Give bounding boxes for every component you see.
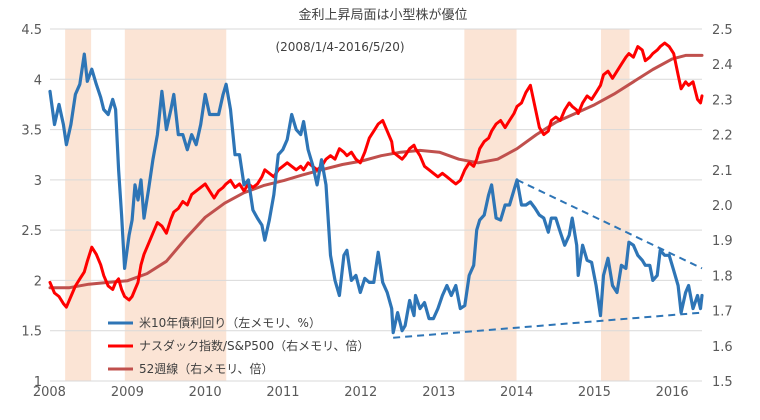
x-tick-label: 2009 (111, 385, 144, 400)
x-tick-label: 2013 (422, 385, 455, 400)
right-tick-label: 2.2 (712, 129, 733, 144)
shaded-period (600, 29, 630, 381)
legend-ratio-label: ナスダック指数/S&P500（右メモリ、倍） (139, 338, 369, 353)
right-axis: 1.5 1.6 1.7 1.8 1.9 2.0 2.1 2.2 2.3 2.4 2.5 (712, 23, 733, 390)
x-tick-label: 2011 (266, 385, 299, 400)
legend-ma52-label: 52週線（右メモリ、倍） (139, 361, 274, 376)
right-tick-label: 1.8 (712, 269, 733, 284)
x-tick-label: 2015 (578, 385, 611, 400)
left-axis: 1 1.5 2 2.5 3 3.5 4 4.5 (21, 23, 42, 390)
trendlines (393, 178, 703, 339)
legend: 米10年債利回り（左メモリ、%） ナスダック指数/S&P500（右メモリ、倍） 52… (108, 315, 369, 376)
x-tick-label: 2008 (33, 385, 66, 400)
x-tick-label: 2016 (656, 385, 689, 400)
left-tick-label: 2 (34, 274, 42, 289)
ratio-series-line (48, 41, 704, 309)
x-tick-label: 2012 (344, 385, 377, 400)
right-tick-label: 1.6 (712, 340, 733, 355)
yield-series-line (48, 52, 704, 335)
trendline (516, 178, 703, 270)
x-tick-label: 2014 (500, 385, 533, 400)
trendline (393, 311, 703, 339)
chart-title: 金利上昇局面は小型株が優位 (298, 7, 467, 23)
left-tick-label: 4.5 (21, 23, 42, 38)
x-axis: 2008 2009 2010 2011 2012 2013 2014 2015 2016 (33, 385, 689, 400)
right-tick-label: 2.1 (712, 164, 733, 179)
right-tick-label: 2.4 (712, 58, 733, 73)
left-tick-label: 1 (34, 375, 42, 390)
left-tick-label: 3.5 (21, 124, 42, 139)
right-tick-label: 2.0 (712, 199, 733, 214)
right-tick-label: 2.3 (712, 93, 733, 108)
x-tick-label: 2010 (189, 385, 222, 400)
right-tick-label: 1.5 (712, 375, 733, 390)
chart-subtitle: (2008/1/4-2016/5/20) (275, 40, 404, 54)
left-tick-label: 1.5 (21, 325, 42, 340)
left-tick-label: 3 (34, 174, 42, 189)
right-tick-label: 1.7 (712, 305, 733, 320)
left-tick-label: 2.5 (21, 224, 42, 239)
right-tick-label: 2.5 (712, 23, 733, 38)
legend-yield-label: 米10年債利回り（左メモリ、%） (139, 315, 321, 330)
series-lines (48, 41, 704, 335)
right-tick-label: 1.9 (712, 234, 733, 249)
ma52-series-line (48, 53, 704, 290)
left-tick-label: 4 (34, 73, 42, 88)
